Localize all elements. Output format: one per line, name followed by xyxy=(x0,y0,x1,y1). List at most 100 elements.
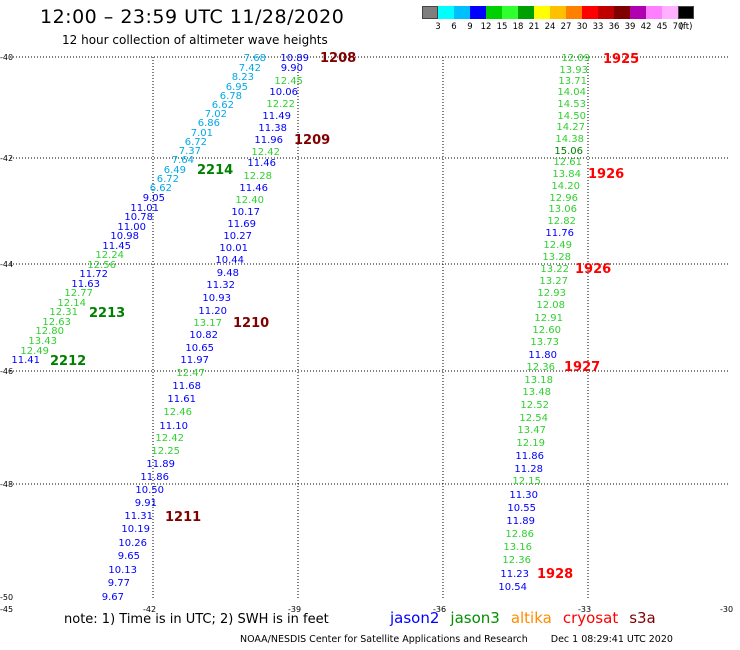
color-scale-label: 45 xyxy=(656,22,668,32)
swh-value: 9.05 xyxy=(143,193,165,204)
color-swatch xyxy=(438,6,454,19)
swh-value: 12.91 xyxy=(534,313,563,324)
swh-value: 12.54 xyxy=(519,413,548,424)
swh-value: 11.23 xyxy=(500,569,529,580)
color-swatch xyxy=(614,6,630,19)
color-swatch xyxy=(454,6,470,19)
swh-value: 10.27 xyxy=(223,231,252,242)
swh-value: 11.89 xyxy=(146,459,175,470)
swh-value: 11.00 xyxy=(117,222,146,233)
swh-value: 11.86 xyxy=(140,472,169,483)
color-swatch xyxy=(534,6,550,19)
footnote: note: 1) Time is in UTC; 2) SWH is in fe… xyxy=(64,612,329,627)
swh-value: 11.89 xyxy=(506,516,535,527)
swh-value: 13.47 xyxy=(517,425,546,436)
color-scale-label: 36 xyxy=(608,22,620,32)
lat-label: -48 xyxy=(0,480,13,489)
swh-value: 11.49 xyxy=(262,111,291,122)
swh-value: 12.45 xyxy=(274,76,303,87)
swh-value: 13.27 xyxy=(539,276,568,287)
pass-time-label: 1209 xyxy=(294,133,330,148)
swh-value: 11.28 xyxy=(514,464,543,475)
pass-time-label: 1928 xyxy=(537,567,573,582)
swh-value: 11.69 xyxy=(227,219,256,230)
swh-value: 6.62 xyxy=(212,100,234,111)
swh-value: 12.61 xyxy=(553,157,582,168)
swh-value: 12.52 xyxy=(520,400,549,411)
color-swatch xyxy=(582,6,598,19)
lat-label: -50 xyxy=(0,593,13,602)
swh-value: 10.65 xyxy=(185,343,214,354)
pass-time-label: 2213 xyxy=(89,306,125,321)
color-scale-label: 24 xyxy=(544,22,556,32)
lat-label: -46 xyxy=(0,367,13,376)
swh-value: 11.01 xyxy=(130,203,159,214)
lon-label: -36 xyxy=(433,605,446,614)
swh-value: 9.91 xyxy=(135,498,157,509)
swh-value: 10.44 xyxy=(215,255,244,266)
color-scale-label: 15 xyxy=(496,22,508,32)
org-credit: NOAA/NESDIS Center for Satellite Applica… xyxy=(240,634,528,645)
swh-value: 12.60 xyxy=(532,325,561,336)
lon-label: -30 xyxy=(720,605,733,614)
color-scale-labels: 3 6 9 12 15 18 21 24 27 30 33 36 39 42 45 70 (ft) xyxy=(422,22,740,34)
lon-label: -42 xyxy=(143,605,156,614)
swh-value: 12.14 xyxy=(57,298,86,309)
swh-value: 11.30 xyxy=(509,490,538,501)
swh-value: 13.73 xyxy=(530,337,559,348)
color-scale-label: 6 xyxy=(451,22,457,32)
swh-value: 14.04 xyxy=(557,87,586,98)
swh-value: 12.86 xyxy=(505,529,534,540)
color-scale-label: 30 xyxy=(576,22,588,32)
color-scale-label: 12 xyxy=(480,22,492,32)
satellite-legend: jason2 jason3 altika cryosat s3a xyxy=(390,609,656,627)
swh-value: 15.06 xyxy=(554,146,583,157)
swh-value: 12.42 xyxy=(155,433,184,444)
swh-value: 14.38 xyxy=(555,134,584,145)
swh-value: 12.40 xyxy=(235,195,264,206)
generated-timestamp: Dec 1 08:29:41 UTC 2020 xyxy=(550,634,673,645)
swh-value: 10.50 xyxy=(135,485,164,496)
pass-time-label: 1926 xyxy=(575,262,611,277)
swh-value: 9.77 xyxy=(108,578,130,589)
legend-cryosat: cryosat xyxy=(562,609,619,627)
lat-label: -42 xyxy=(0,154,13,163)
color-scale-label: 18 xyxy=(512,22,524,32)
pass-time-label: 1211 xyxy=(165,510,201,525)
color-swatch xyxy=(566,6,582,19)
swh-value: 12.56 xyxy=(87,260,116,271)
swh-value: 11.32 xyxy=(206,280,235,291)
color-scale-label: 39 xyxy=(624,22,636,32)
swh-value: 11.31 xyxy=(124,511,153,522)
swh-value: 11.61 xyxy=(167,394,196,405)
swh-value: 13.43 xyxy=(28,336,57,347)
swh-value: 10.89 xyxy=(280,53,309,64)
color-swatch xyxy=(630,6,646,19)
pass-time-label: 1208 xyxy=(320,51,356,66)
legend-jason2: jason2 xyxy=(390,609,440,627)
swh-value: 11.46 xyxy=(247,158,276,169)
swh-value: 12.96 xyxy=(549,193,578,204)
color-swatch xyxy=(678,6,694,19)
swh-value: 10.98 xyxy=(110,231,139,242)
lon-label: -33 xyxy=(578,605,591,614)
grid xyxy=(10,56,730,600)
lat-axis-labels: -40 -42 -44 -46 -48 -50 xyxy=(0,53,13,602)
swh-value: 9.65 xyxy=(118,551,140,562)
swh-value: 11.96 xyxy=(254,135,283,146)
swh-value: 10.55 xyxy=(507,503,536,514)
swh-value: 11.76 xyxy=(545,228,574,239)
map-subtitle: 12 hour collection of altimeter wave hei… xyxy=(62,33,328,47)
swh-value: 10.19 xyxy=(121,524,150,535)
swh-value: 12.82 xyxy=(547,216,576,227)
swh-value: 11.20 xyxy=(198,306,227,317)
swh-value: 12.28 xyxy=(243,171,272,182)
legend-jason3: jason3 xyxy=(450,609,500,627)
pass-time-label: 2212 xyxy=(50,354,86,369)
swh-value: 12.46 xyxy=(163,407,192,418)
swh-value: 13.18 xyxy=(524,375,553,386)
swh-value: 13.28 xyxy=(542,252,571,263)
pass-time-labels: 1208 1209 2214 2213 1210 2212 1211 1925 1926 1926… xyxy=(50,51,639,582)
swh-value: 13.93 xyxy=(559,65,588,76)
swh-value: 6.72 xyxy=(157,174,179,185)
